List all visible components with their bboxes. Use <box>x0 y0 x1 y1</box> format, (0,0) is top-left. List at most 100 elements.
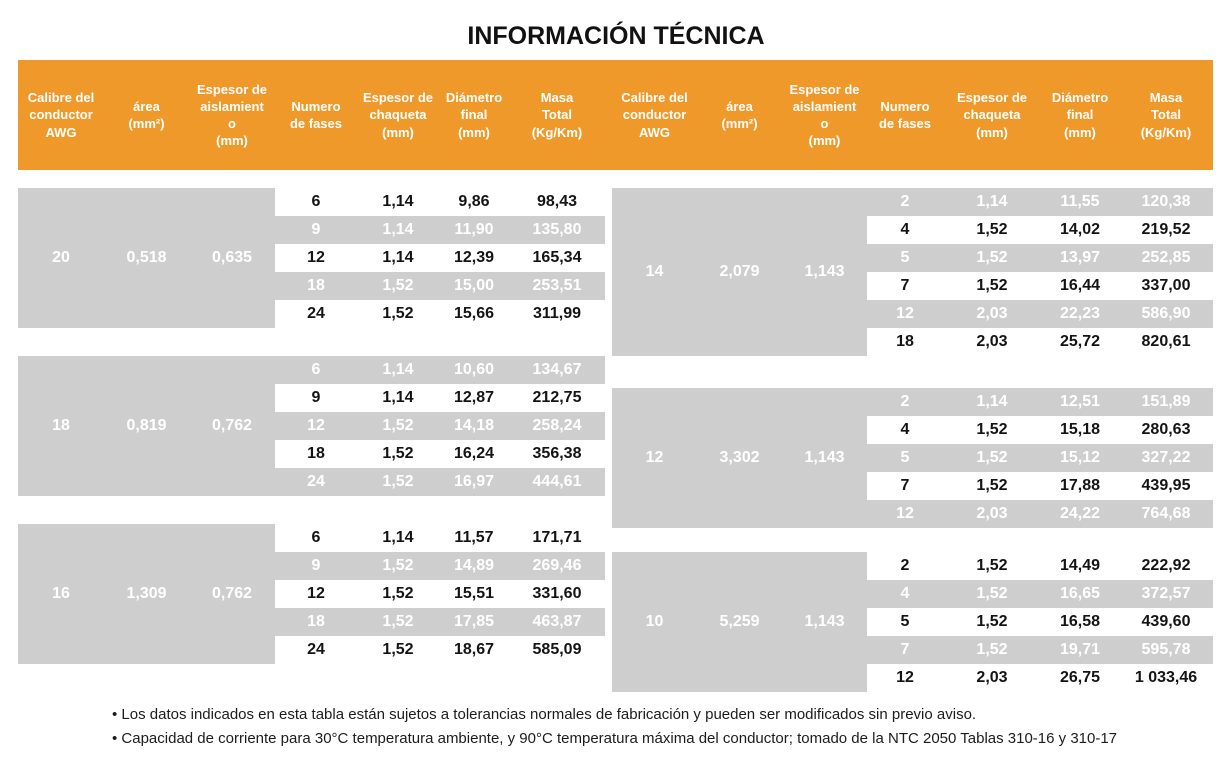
table-row: 12 2,03 24,22 764,68 <box>867 500 1213 528</box>
table-row: 12 2,03 26,75 1 033,46 <box>867 664 1213 692</box>
chaqueta-cell: 1,52 <box>382 613 414 630</box>
fases-cell: 2 <box>900 193 910 210</box>
diametro-cell: 15,12 <box>1059 449 1101 466</box>
header-left-masa-total: Masa Total (Kg/Km) <box>531 90 583 140</box>
fases-cell: 12 <box>896 505 914 522</box>
masa-cell: 212,75 <box>532 389 582 406</box>
diametro-cell: 15,66 <box>453 305 495 322</box>
chaqueta-cell: 1,52 <box>976 557 1008 574</box>
header-left-espesor-aislamiento: Espesor de aislamient o (mm) <box>196 81 268 149</box>
header-right-diametro-final: Diámetro final (mm) <box>1051 90 1109 140</box>
chaqueta-cell: 1,52 <box>976 249 1008 266</box>
chaqueta-cell: 2,03 <box>976 333 1008 350</box>
masa-cell: 222,92 <box>1141 557 1191 574</box>
masa-cell: 327,22 <box>1141 449 1191 466</box>
page-title: INFORMACIÓN TÉCNICA <box>467 22 765 50</box>
fases-cell: 9 <box>311 557 321 574</box>
fases-cell: 6 <box>311 529 321 546</box>
awg-value: 12 <box>645 449 664 466</box>
masa-cell: 356,38 <box>532 445 582 462</box>
diametro-cell: 12,39 <box>453 249 495 266</box>
fases-cell: 4 <box>900 421 910 438</box>
table-row: 7 1,52 19,71 595,78 <box>867 636 1213 664</box>
chaqueta-cell: 1,52 <box>382 305 414 322</box>
chaqueta-cell: 1,14 <box>382 249 414 266</box>
masa-cell: 463,87 <box>532 613 582 630</box>
table-row: 6 1,14 9,86 98,43 <box>275 188 605 216</box>
chaqueta-cell: 1,52 <box>976 221 1008 238</box>
table-row: 18 1,52 17,85 463,87 <box>275 608 605 636</box>
awg-group-block: 20 0,518 0,635 <box>18 188 275 328</box>
fases-cell: 5 <box>900 449 910 466</box>
chaqueta-cell: 1,52 <box>382 417 414 434</box>
table-row: 12 1,52 14,18 258,24 <box>275 412 605 440</box>
diametro-cell: 10,60 <box>453 361 495 378</box>
table-row: 9 1,14 11,90 135,80 <box>275 216 605 244</box>
masa-cell: 585,09 <box>532 641 582 658</box>
table-row: 18 1,52 15,00 253,51 <box>275 272 605 300</box>
diametro-cell: 14,89 <box>453 557 495 574</box>
fases-cell: 12 <box>307 585 325 602</box>
masa-cell: 331,60 <box>532 585 582 602</box>
diametro-cell: 15,51 <box>453 585 495 602</box>
fases-cell: 5 <box>900 613 910 630</box>
table-row: 4 1,52 15,18 280,63 <box>867 416 1213 444</box>
table-row: 24 1,52 15,66 311,99 <box>275 300 605 328</box>
diametro-cell: 11,57 <box>454 529 494 546</box>
chaqueta-cell: 1,14 <box>382 193 414 210</box>
header-right-area: área (mm²) <box>721 98 758 131</box>
masa-cell: 98,43 <box>536 193 578 210</box>
diametro-cell: 16,24 <box>453 445 495 462</box>
fases-cell: 2 <box>900 557 910 574</box>
diametro-cell: 11,90 <box>454 221 494 238</box>
fases-cell: 18 <box>307 277 325 294</box>
header-left-diametro-final: Diámetro final (mm) <box>445 90 503 140</box>
masa-cell: 134,67 <box>532 361 582 378</box>
area-value: 0,819 <box>126 417 167 434</box>
table-row: 7 1,52 16,44 337,00 <box>867 272 1213 300</box>
header-right-espesor-chaqueta: Espesor de chaqueta (mm) <box>956 90 1028 140</box>
masa-cell: 165,34 <box>532 249 582 266</box>
fases-cell: 24 <box>307 473 325 490</box>
chaqueta-cell: 1,52 <box>382 473 414 490</box>
fases-cell: 7 <box>900 477 910 494</box>
table-row: 2 1,52 14,49 222,92 <box>867 552 1213 580</box>
awg-value: 16 <box>52 585 70 602</box>
table-row: 18 1,52 16,24 356,38 <box>275 440 605 468</box>
header-left-calibre-awg: Calibre del conductor AWG <box>27 90 95 140</box>
chaqueta-cell: 1,14 <box>382 389 414 406</box>
area-value: 1,309 <box>126 585 167 602</box>
masa-cell: 586,90 <box>1141 305 1191 322</box>
header-right-calibre-awg: Calibre del conductor AWG <box>621 90 688 140</box>
fases-cell: 24 <box>307 305 325 322</box>
fases-cell: 4 <box>900 585 910 602</box>
diametro-cell: 11,55 <box>1060 193 1100 210</box>
diametro-cell: 25,72 <box>1059 333 1101 350</box>
fases-cell: 18 <box>307 613 325 630</box>
diametro-cell: 24,22 <box>1059 505 1101 522</box>
table-row: 2 1,14 12,51 151,89 <box>867 388 1213 416</box>
awg-group-block: 14 2,079 1,143 <box>612 188 867 356</box>
diametro-cell: 16,65 <box>1059 585 1101 602</box>
masa-cell: 269,46 <box>532 557 582 574</box>
chaqueta-cell: 1,14 <box>382 221 414 238</box>
header-right-espesor-aislamiento: Espesor de aislamient o (mm) <box>789 81 860 149</box>
table-row: 5 1,52 15,12 327,22 <box>867 444 1213 472</box>
chaqueta-cell: 1,14 <box>976 193 1008 210</box>
chaqueta-cell: 1,52 <box>976 641 1008 658</box>
fases-cell: 6 <box>311 193 321 210</box>
awg-group-block: 16 1,309 0,762 <box>18 524 275 664</box>
header-right-numero-fases: Numero de fases <box>878 98 932 131</box>
table-row: 5 1,52 16,58 439,60 <box>867 608 1213 636</box>
fases-cell: 6 <box>311 361 321 378</box>
masa-cell: 372,57 <box>1141 585 1191 602</box>
fases-cell: 9 <box>311 221 321 238</box>
diametro-cell: 15,18 <box>1059 421 1101 438</box>
table-row: 7 1,52 17,88 439,95 <box>867 472 1213 500</box>
footnotes: • Los datos indicados en esta tabla está… <box>112 703 1134 751</box>
header-table-divider <box>605 60 612 170</box>
diametro-cell: 13,97 <box>1059 249 1101 266</box>
table-row: 9 1,52 14,89 269,46 <box>275 552 605 580</box>
diametro-cell: 16,97 <box>453 473 495 490</box>
chaqueta-cell: 1,14 <box>382 529 414 546</box>
